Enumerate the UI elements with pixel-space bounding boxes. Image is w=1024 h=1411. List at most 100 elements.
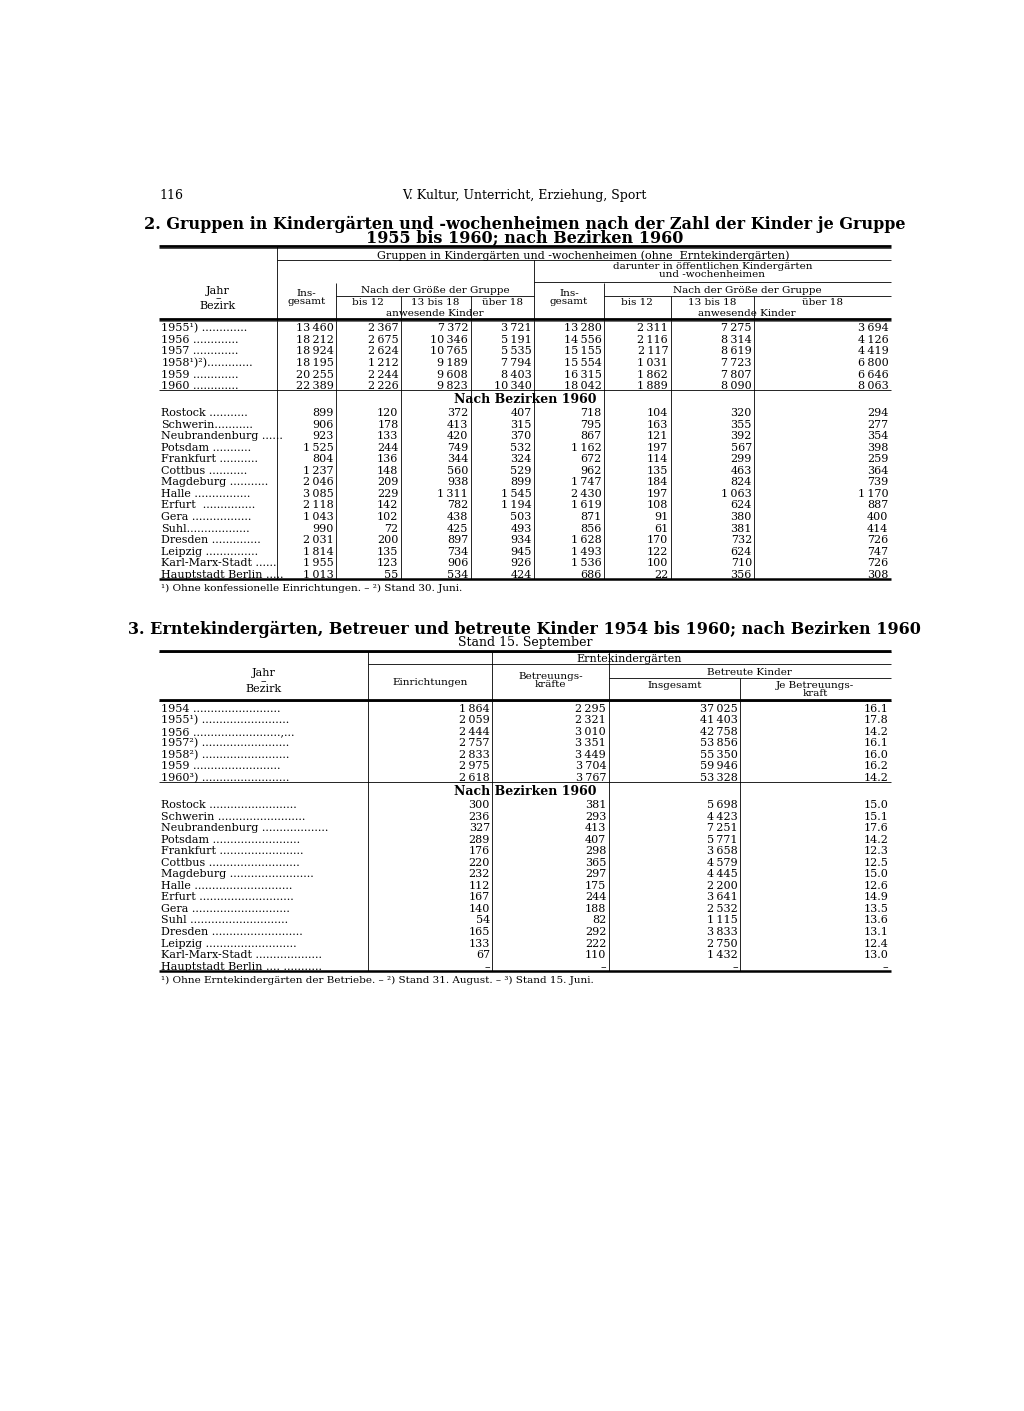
Text: Hauptstadt Berlin .....: Hauptstadt Berlin ..... <box>162 570 284 580</box>
Text: 686: 686 <box>581 570 601 580</box>
Text: Jahr: Jahr <box>252 669 275 679</box>
Text: 55: 55 <box>384 570 398 580</box>
Text: 795: 795 <box>581 419 601 429</box>
Text: Cottbus ...........: Cottbus ........... <box>162 466 248 476</box>
Text: 726: 726 <box>867 535 888 545</box>
Text: 1 536: 1 536 <box>570 559 601 569</box>
Text: Potsdam .........................: Potsdam ......................... <box>162 834 300 845</box>
Text: 15.0: 15.0 <box>863 800 888 810</box>
Text: 824: 824 <box>730 477 752 487</box>
Text: 10 346: 10 346 <box>430 334 468 344</box>
Text: 1 432: 1 432 <box>708 950 738 959</box>
Text: 277: 277 <box>867 419 888 429</box>
Text: Magdeburg ...........: Magdeburg ........... <box>162 477 268 487</box>
Text: 4 419: 4 419 <box>857 347 888 357</box>
Text: Jahr: Jahr <box>206 285 229 295</box>
Text: 14.9: 14.9 <box>863 892 888 903</box>
Text: Schwerin .........................: Schwerin ......................... <box>162 811 306 821</box>
Text: 2. Gruppen in Kindergärten und -wochenheimen nach der Zahl der Kinder je Gruppe: 2. Gruppen in Kindergärten und -wochenhe… <box>144 216 905 233</box>
Text: 503: 503 <box>510 512 531 522</box>
Text: –: – <box>883 962 888 972</box>
Text: 1955¹) .............: 1955¹) ............. <box>162 323 248 333</box>
Text: 10 765: 10 765 <box>430 347 468 357</box>
Text: Suhl ............................: Suhl ............................ <box>162 916 289 926</box>
Text: 1 311: 1 311 <box>437 488 468 499</box>
Text: 122: 122 <box>647 546 669 556</box>
Text: 867: 867 <box>581 432 601 442</box>
Text: Betreute Kinder: Betreute Kinder <box>708 667 792 676</box>
Text: 2 311: 2 311 <box>637 323 669 333</box>
Text: 16.1: 16.1 <box>863 704 888 714</box>
Text: 413: 413 <box>585 823 606 832</box>
Text: 414: 414 <box>867 523 888 533</box>
Text: 906: 906 <box>312 419 334 429</box>
Text: 2 367: 2 367 <box>368 323 398 333</box>
Text: 315: 315 <box>510 419 531 429</box>
Text: 354: 354 <box>867 432 888 442</box>
Text: 3. Erntekindergärten, Betreuer und betreute Kinder 1954 bis 1960; nach Bezirken : 3. Erntekindergärten, Betreuer und betre… <box>128 621 922 638</box>
Text: 13 460: 13 460 <box>296 323 334 333</box>
Text: 8 314: 8 314 <box>721 334 752 344</box>
Text: 170: 170 <box>647 535 669 545</box>
Text: 1 162: 1 162 <box>570 443 601 453</box>
Text: 18 212: 18 212 <box>296 334 334 344</box>
Text: 12.4: 12.4 <box>863 938 888 948</box>
Text: 3 767: 3 767 <box>575 773 606 783</box>
Text: 1959 .............: 1959 ............. <box>162 370 239 380</box>
Text: 14.2: 14.2 <box>863 773 888 783</box>
Text: Neubrandenburg ...................: Neubrandenburg ................... <box>162 823 329 832</box>
Text: 4 423: 4 423 <box>708 811 738 821</box>
Text: 1956 .............: 1956 ............. <box>162 334 239 344</box>
Text: Suhl..................: Suhl.................. <box>162 523 250 533</box>
Text: 299: 299 <box>730 454 752 464</box>
Text: Karl-Marx-Stadt ...................: Karl-Marx-Stadt ................... <box>162 950 323 959</box>
Text: 747: 747 <box>867 546 888 556</box>
Text: 4 579: 4 579 <box>708 858 738 868</box>
Text: 3 085: 3 085 <box>303 488 334 499</box>
Text: 12.5: 12.5 <box>863 858 888 868</box>
Text: 739: 739 <box>867 477 888 487</box>
Text: 22: 22 <box>654 570 669 580</box>
Text: über 18: über 18 <box>802 298 843 308</box>
Text: kräfte: kräfte <box>535 680 566 689</box>
Text: 17.6: 17.6 <box>863 823 888 832</box>
Text: 3 658: 3 658 <box>708 847 738 856</box>
Text: 1 493: 1 493 <box>570 546 601 556</box>
Text: 1 115: 1 115 <box>708 916 738 926</box>
Text: 1960 .............: 1960 ............. <box>162 381 239 391</box>
Text: 133: 133 <box>377 432 398 442</box>
Text: 13 bis 18: 13 bis 18 <box>688 298 736 308</box>
Text: 320: 320 <box>730 408 752 418</box>
Text: 1955¹) .........................: 1955¹) ......................... <box>162 715 290 725</box>
Text: 184: 184 <box>647 477 669 487</box>
Text: 1 031: 1 031 <box>637 358 669 368</box>
Text: gesamt: gesamt <box>287 298 326 306</box>
Text: 381: 381 <box>730 523 752 533</box>
Text: Erfurt ...........................: Erfurt ........................... <box>162 892 294 903</box>
Text: 7 794: 7 794 <box>502 358 531 368</box>
Text: Stand 15. September: Stand 15. September <box>458 636 592 649</box>
Text: Cottbus ..........................: Cottbus .......................... <box>162 858 300 868</box>
Text: 2 244: 2 244 <box>368 370 398 380</box>
Text: 7 723: 7 723 <box>721 358 752 368</box>
Text: 9 823: 9 823 <box>437 381 468 391</box>
Text: 112: 112 <box>469 880 489 890</box>
Text: 140: 140 <box>469 904 489 914</box>
Text: 41 403: 41 403 <box>700 715 738 725</box>
Text: Rostock .........................: Rostock ......................... <box>162 800 297 810</box>
Text: 3 351: 3 351 <box>575 738 606 748</box>
Text: Nach der Größe der Gruppe: Nach der Größe der Gruppe <box>360 285 509 295</box>
Text: –: – <box>484 962 489 972</box>
Text: 176: 176 <box>469 847 489 856</box>
Text: 364: 364 <box>867 466 888 476</box>
Text: 732: 732 <box>731 535 752 545</box>
Text: 3 449: 3 449 <box>575 749 606 761</box>
Text: 899: 899 <box>312 408 334 418</box>
Text: –: – <box>732 962 738 972</box>
Text: 532: 532 <box>510 443 531 453</box>
Text: 2 750: 2 750 <box>708 938 738 948</box>
Text: 1 194: 1 194 <box>501 501 531 511</box>
Text: 175: 175 <box>585 880 606 890</box>
Text: 209: 209 <box>377 477 398 487</box>
Text: 13 bis 18: 13 bis 18 <box>412 298 460 308</box>
